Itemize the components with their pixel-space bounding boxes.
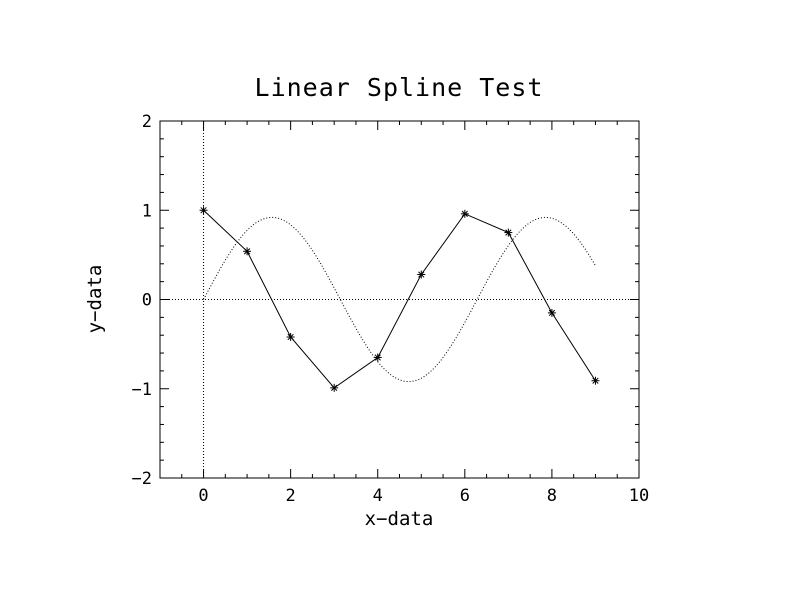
y-tick-label: 2 [142, 112, 152, 132]
x-tick-label: 6 [460, 486, 470, 506]
data-point-asterisk [417, 270, 426, 279]
x-tick-label: 0 [198, 486, 208, 506]
data-point-asterisk [243, 247, 252, 256]
chart-title: Linear Spline Test [255, 73, 544, 102]
x-tick-label: 4 [373, 486, 383, 506]
x-axis-label: x−data [365, 508, 434, 530]
y-tick-label: 0 [142, 291, 152, 311]
data-point-asterisk [547, 308, 556, 317]
x-tick-label: 8 [547, 486, 557, 506]
y-tick-label: 1 [142, 201, 152, 221]
x-tick-label: 2 [286, 486, 296, 506]
y-tick-label: −1 [132, 380, 152, 400]
series-dotted-curve [203, 216, 596, 383]
data-point-asterisk [199, 206, 208, 215]
data-point-asterisk [330, 383, 339, 392]
data-point-asterisk [286, 332, 295, 341]
data-point-asterisk [373, 353, 382, 362]
plot-area: 0 2 4 6 8 10 −2 −1 0 1 2 [132, 112, 650, 506]
plot-frame [159, 120, 640, 479]
x-tick-label: 10 [629, 486, 649, 506]
data-point-asterisk [504, 228, 513, 237]
series-linear-spline-line [203, 209, 596, 389]
y-axis-label: y−data [84, 265, 106, 334]
data-point-asterisk [591, 376, 600, 385]
y-tick-label: −2 [132, 469, 152, 489]
data-point-asterisk [460, 209, 469, 218]
